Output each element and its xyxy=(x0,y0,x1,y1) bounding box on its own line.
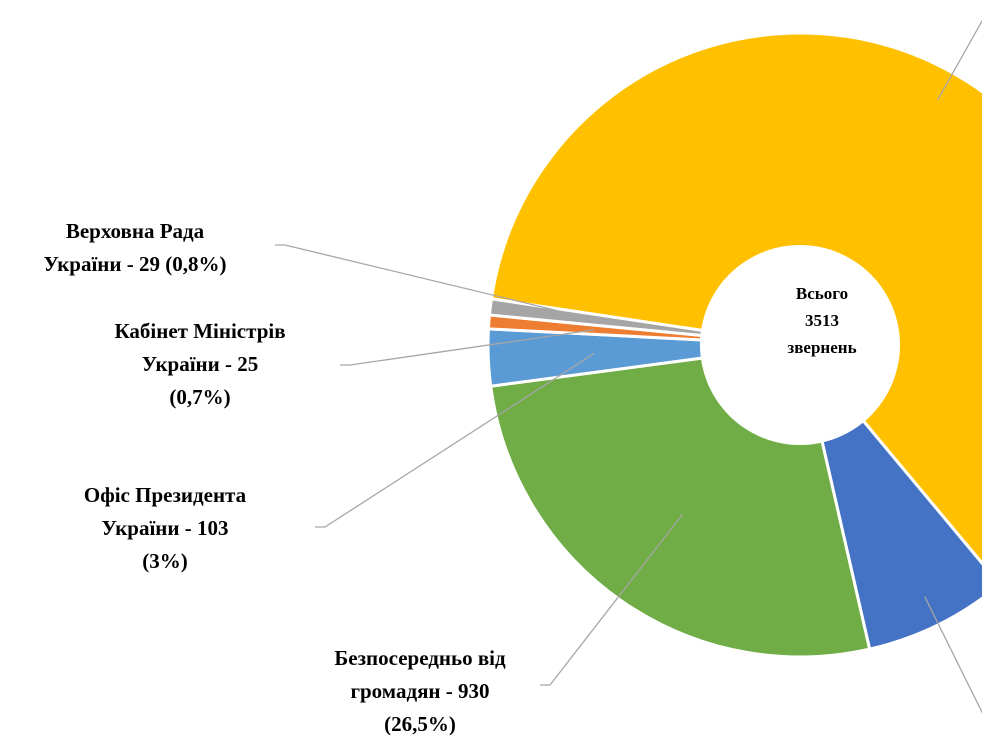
data-label: Безпосередньо від xyxy=(334,646,506,670)
labels: Безпосередньо від громадян - 930 (26,5%) Оф… xyxy=(44,19,982,735)
leader-line xyxy=(937,19,982,101)
center-hole xyxy=(700,245,900,445)
data-label: (26,5%) xyxy=(384,712,456,735)
data-label: Верховна Рада xyxy=(66,219,205,243)
data-label: громадян - 930 xyxy=(350,679,489,703)
data-label: України - 103 xyxy=(102,516,229,540)
leader-line xyxy=(924,596,982,714)
center-label: Всього xyxy=(796,284,848,303)
data-label: (0,7%) xyxy=(169,385,230,409)
data-label: України - 29 (0,8%) xyxy=(44,252,227,276)
center-label: 3513 xyxy=(805,311,839,330)
leader-line xyxy=(315,352,595,528)
center-label: звернень xyxy=(787,338,856,357)
center: Всього 3513 звернень xyxy=(700,245,900,445)
leader-line xyxy=(275,244,596,321)
leader-line xyxy=(340,329,595,366)
data-label: Офіс Президента xyxy=(84,483,247,507)
data-label: Кабінет Міністрів xyxy=(114,319,285,343)
leader-line xyxy=(540,513,684,686)
data-label: України - 25 xyxy=(142,352,259,376)
data-label: (3%) xyxy=(142,549,188,573)
